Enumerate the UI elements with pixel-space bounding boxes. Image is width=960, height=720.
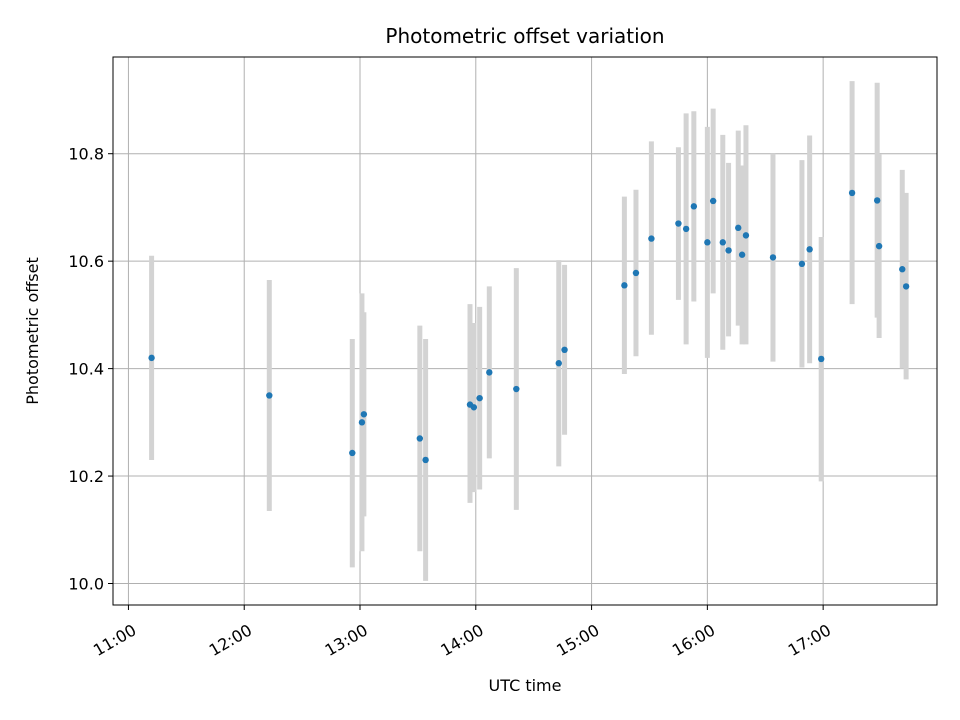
data-point: [818, 355, 825, 363]
data-point: [725, 247, 732, 254]
data-point: [899, 266, 906, 273]
data-point: [690, 203, 698, 210]
data-point: [769, 254, 777, 261]
data-point: [902, 283, 910, 290]
data-point: [555, 360, 562, 367]
y-tick-label: 10.0: [68, 575, 104, 594]
data-point: [360, 411, 368, 418]
data-point: [873, 197, 881, 204]
y-tick-label: 10.6: [68, 252, 104, 271]
data-point: [848, 189, 856, 197]
data-point: [416, 435, 424, 442]
y-axis-title: Photometric offset: [23, 257, 42, 405]
data-point: [266, 392, 273, 399]
plot-frame: [112, 56, 938, 606]
data-point: [632, 269, 640, 277]
data-points: [148, 189, 910, 464]
data-point: [648, 235, 655, 242]
y-tick-label: 10.4: [68, 360, 104, 379]
y-tick-label: 10.2: [68, 467, 104, 486]
data-point: [422, 456, 429, 464]
data-point: [735, 224, 742, 232]
data-point: [709, 197, 717, 205]
data-point: [675, 220, 682, 227]
data-point: [470, 404, 478, 411]
data-point: [682, 225, 690, 233]
data-point: [621, 282, 628, 289]
data-point: [148, 354, 155, 362]
data-point: [561, 346, 568, 354]
data-point: [486, 369, 493, 376]
data-point: [476, 394, 483, 402]
y-tick-label: 10.8: [68, 145, 104, 164]
data-point: [349, 449, 356, 457]
data-point: [798, 260, 806, 268]
data-point: [358, 419, 366, 426]
data-point: [738, 251, 746, 258]
data-point: [719, 239, 726, 246]
data-point: [742, 232, 750, 239]
chart-title: Photometric offset variation: [385, 24, 664, 48]
x-axis-title: UTC time: [489, 676, 562, 695]
data-point: [704, 239, 711, 246]
data-point: [875, 242, 883, 250]
data-point: [513, 385, 520, 393]
data-point: [806, 246, 813, 253]
